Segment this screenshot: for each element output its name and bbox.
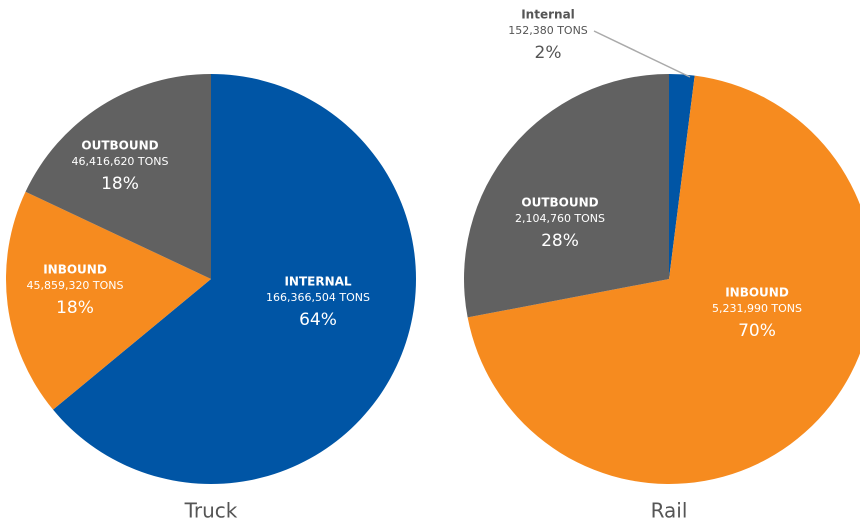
slice-detail: 166,366,504 TONS	[266, 291, 370, 304]
pie-slice	[5, 191, 211, 410]
pie-slice	[25, 74, 212, 279]
slice-detail: 46,416,620 TONS	[71, 155, 168, 168]
pie-slice	[464, 74, 669, 318]
slice-name: INBOUND	[725, 286, 789, 300]
slice-name: Internal	[521, 8, 575, 22]
slice-detail: 152,380 TONS	[508, 24, 588, 37]
slice-percent: 28%	[541, 231, 579, 251]
pie-slice	[467, 75, 860, 484]
slice-percent: 18%	[101, 174, 139, 194]
slice-name: OUTBOUND	[81, 139, 158, 153]
slice-name: INBOUND	[43, 263, 107, 277]
leader-line	[593, 30, 691, 78]
slice-percent: 64%	[299, 310, 337, 330]
slice-percent: 18%	[56, 298, 94, 318]
slice-name: INTERNAL	[284, 275, 351, 289]
slice-detail: 45,859,320 TONS	[26, 279, 123, 292]
pie-slice	[53, 74, 416, 485]
slice-name: OUTBOUND	[521, 196, 598, 210]
slice-percent: 70%	[738, 321, 776, 341]
chart-title: Truck	[184, 499, 238, 523]
chart-title: Rail	[651, 499, 688, 523]
slice-percent: 2%	[535, 43, 562, 63]
slice-detail: 5,231,990 TONS	[712, 302, 802, 315]
pie-slice	[669, 74, 695, 279]
slice-detail: 2,104,760 TONS	[515, 212, 605, 225]
